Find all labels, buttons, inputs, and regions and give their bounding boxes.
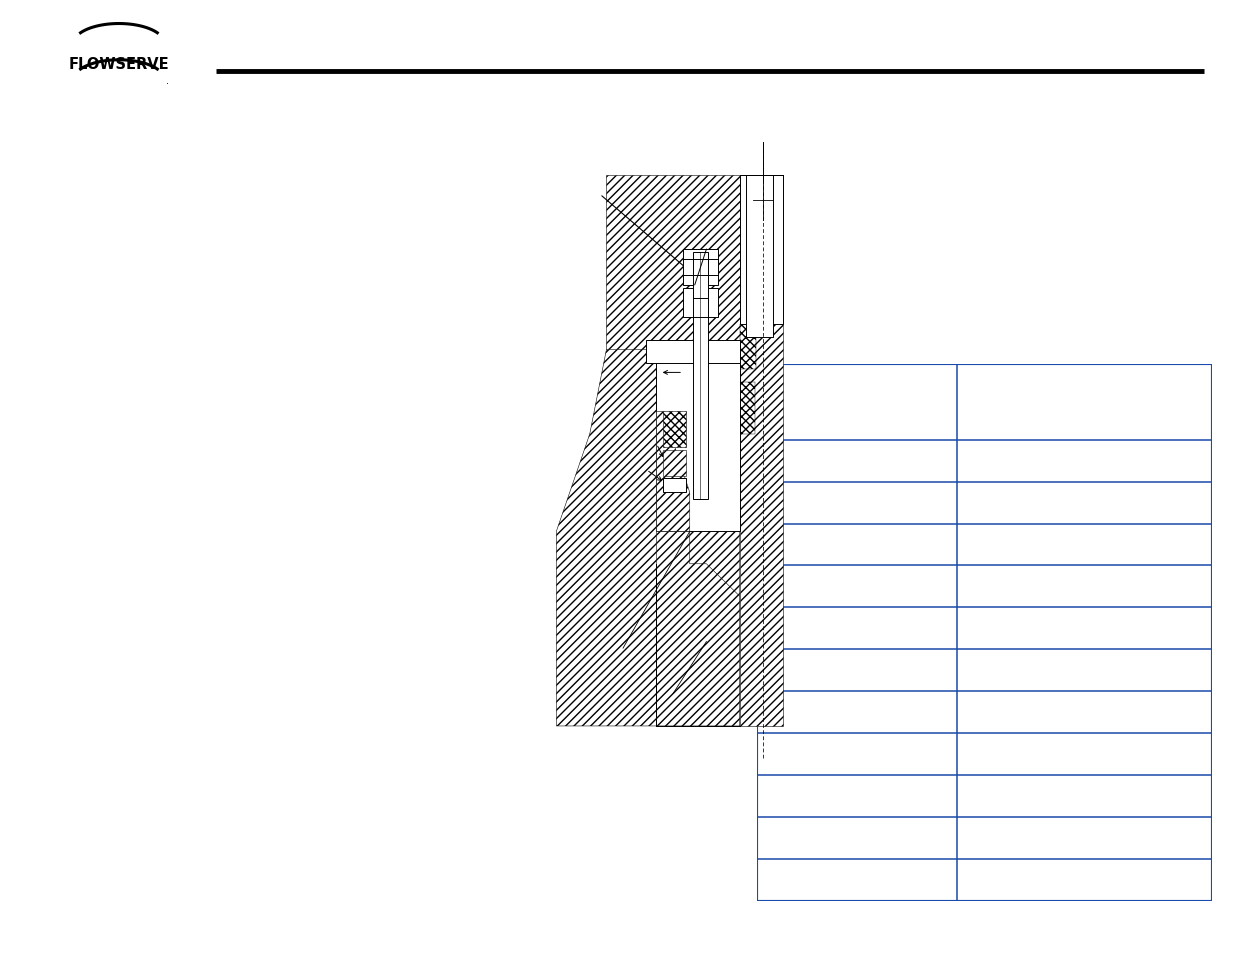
Bar [646,340,740,363]
Bar [683,289,718,318]
Bar [740,175,783,324]
Polygon shape [740,175,783,726]
Polygon shape [656,412,689,532]
Text: ·: · [165,79,169,90]
Bar [693,253,708,499]
Polygon shape [740,324,756,370]
Bar [663,451,687,476]
Bar [656,351,740,532]
Polygon shape [606,175,740,351]
Bar [740,383,755,435]
Polygon shape [556,351,740,726]
Bar [663,478,687,493]
Bar [663,412,687,448]
Polygon shape [656,532,740,726]
Bar [746,175,773,337]
Bar [683,250,718,286]
Text: FLOWSERVE: FLOWSERVE [69,57,169,71]
